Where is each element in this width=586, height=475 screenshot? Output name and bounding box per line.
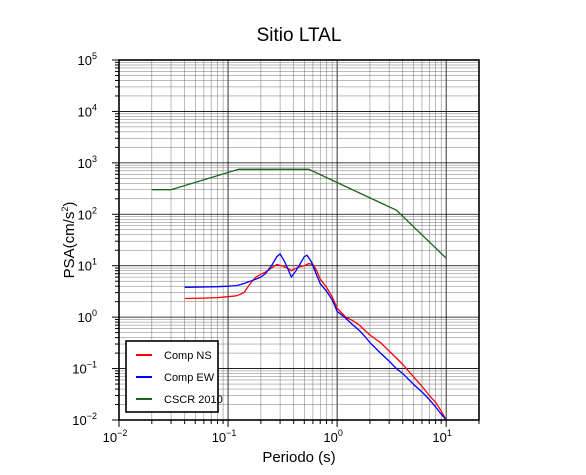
- y-tick-label: 102: [78, 205, 97, 222]
- plot-grid: [118, 59, 480, 421]
- x-tick-label: 100: [323, 428, 342, 445]
- x-tick-label: 101: [432, 428, 451, 445]
- y-tick-label: 10−2: [72, 411, 97, 428]
- y-tick-label: 105: [78, 51, 97, 68]
- series-line-1: [184, 252, 447, 421]
- legend-label: Comp EW: [164, 372, 215, 384]
- tick-labels: 10−2 10−1 100 101 10−2 10−1 100 101 102 103 104 105: [72, 51, 452, 445]
- y-tick-label: 103: [78, 154, 97, 171]
- y-tick-label: 101: [78, 257, 97, 274]
- y-tick-label: 104: [78, 102, 97, 119]
- x-tick-label: 10−1: [212, 428, 237, 445]
- y-tick-label: 10−1: [72, 360, 97, 377]
- x-axis-label: Periodo (s): [262, 449, 335, 466]
- series-line-2: [151, 168, 447, 259]
- legend-label: CSCR 2010: [164, 394, 223, 406]
- series-line-0: [184, 262, 447, 421]
- chart-title: Sitio LTAL: [257, 25, 342, 46]
- legend-label: Comp NS: [164, 350, 212, 362]
- plot-frame: [118, 59, 480, 421]
- plot-series: [151, 168, 447, 421]
- y-axis-label: PSA(cm/s2): [60, 202, 78, 279]
- x-tick-label: 10−2: [103, 428, 128, 445]
- legend: Comp NS Comp EW CSCR 2010: [125, 340, 223, 413]
- axis-ticks: [112, 59, 480, 427]
- y-tick-label: 100: [78, 308, 97, 325]
